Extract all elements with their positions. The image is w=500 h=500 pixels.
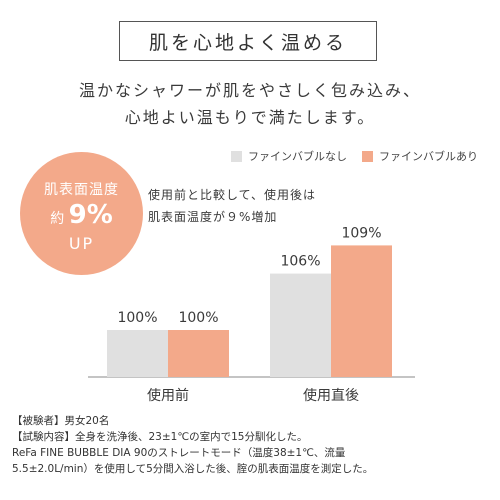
data-label: 100%: [178, 310, 218, 326]
legend-item-without: ファインバブルなし: [231, 148, 347, 164]
description-line-1: 使用前と比較して、使用後は: [148, 188, 317, 202]
legend-item-with: ファインバブルあり: [362, 148, 478, 164]
note-line: 【試験内容】全身を洗浄後、23±1℃の室内で15分馴化した。: [12, 431, 308, 443]
note-line: ReFa FINE BUBBLE DIA 90のストレートモード（温度38±1℃…: [12, 447, 346, 459]
lead-line-1: 温かなシャワーが肌をやさしく包み込み、: [78, 81, 421, 100]
test-notes: 【被験者】男女20名 【試験内容】全身を洗浄後、23±1℃の室内で15分馴化した…: [12, 413, 373, 477]
badge-value: 9: [68, 200, 87, 230]
page-title: 肌を心地よく温める: [119, 21, 377, 61]
note-line: 5.5±2.0L/min）を使用して5分間入浴した後、腟の肌表面温度を測定した。: [12, 463, 374, 475]
lead-line-2: 心地よい温もりで満たします。: [124, 108, 376, 127]
category-label: 使用直後: [303, 387, 359, 404]
legend-label-with: ファインバブルあり: [379, 150, 478, 163]
bar-without-0: [107, 330, 168, 377]
badge-label: 肌表面温度: [44, 182, 119, 198]
description-line-2: 肌表面温度が９%増加: [148, 210, 278, 224]
badge-value-line: 約 9%: [20, 200, 143, 230]
data-label: 100%: [117, 310, 157, 326]
badge-prefix: 約: [50, 211, 65, 227]
legend-swatch-without: [231, 150, 242, 162]
bar-without-1: [270, 273, 331, 377]
legend-label-without: ファインバブルなし: [248, 150, 347, 163]
note-line: 【被験者】男女20名: [12, 415, 110, 427]
data-label: 109%: [341, 225, 381, 241]
data-label: 106%: [280, 254, 320, 270]
bar-with-0: [168, 330, 229, 377]
badge-up: UP: [68, 234, 95, 253]
category-label: 使用前: [147, 387, 189, 404]
legend-swatch-with: [362, 150, 373, 162]
temperature-badge: 肌表面温度 約 9% UP: [20, 152, 143, 275]
bar-with-1: [331, 245, 392, 377]
badge-unit: %: [86, 200, 113, 230]
